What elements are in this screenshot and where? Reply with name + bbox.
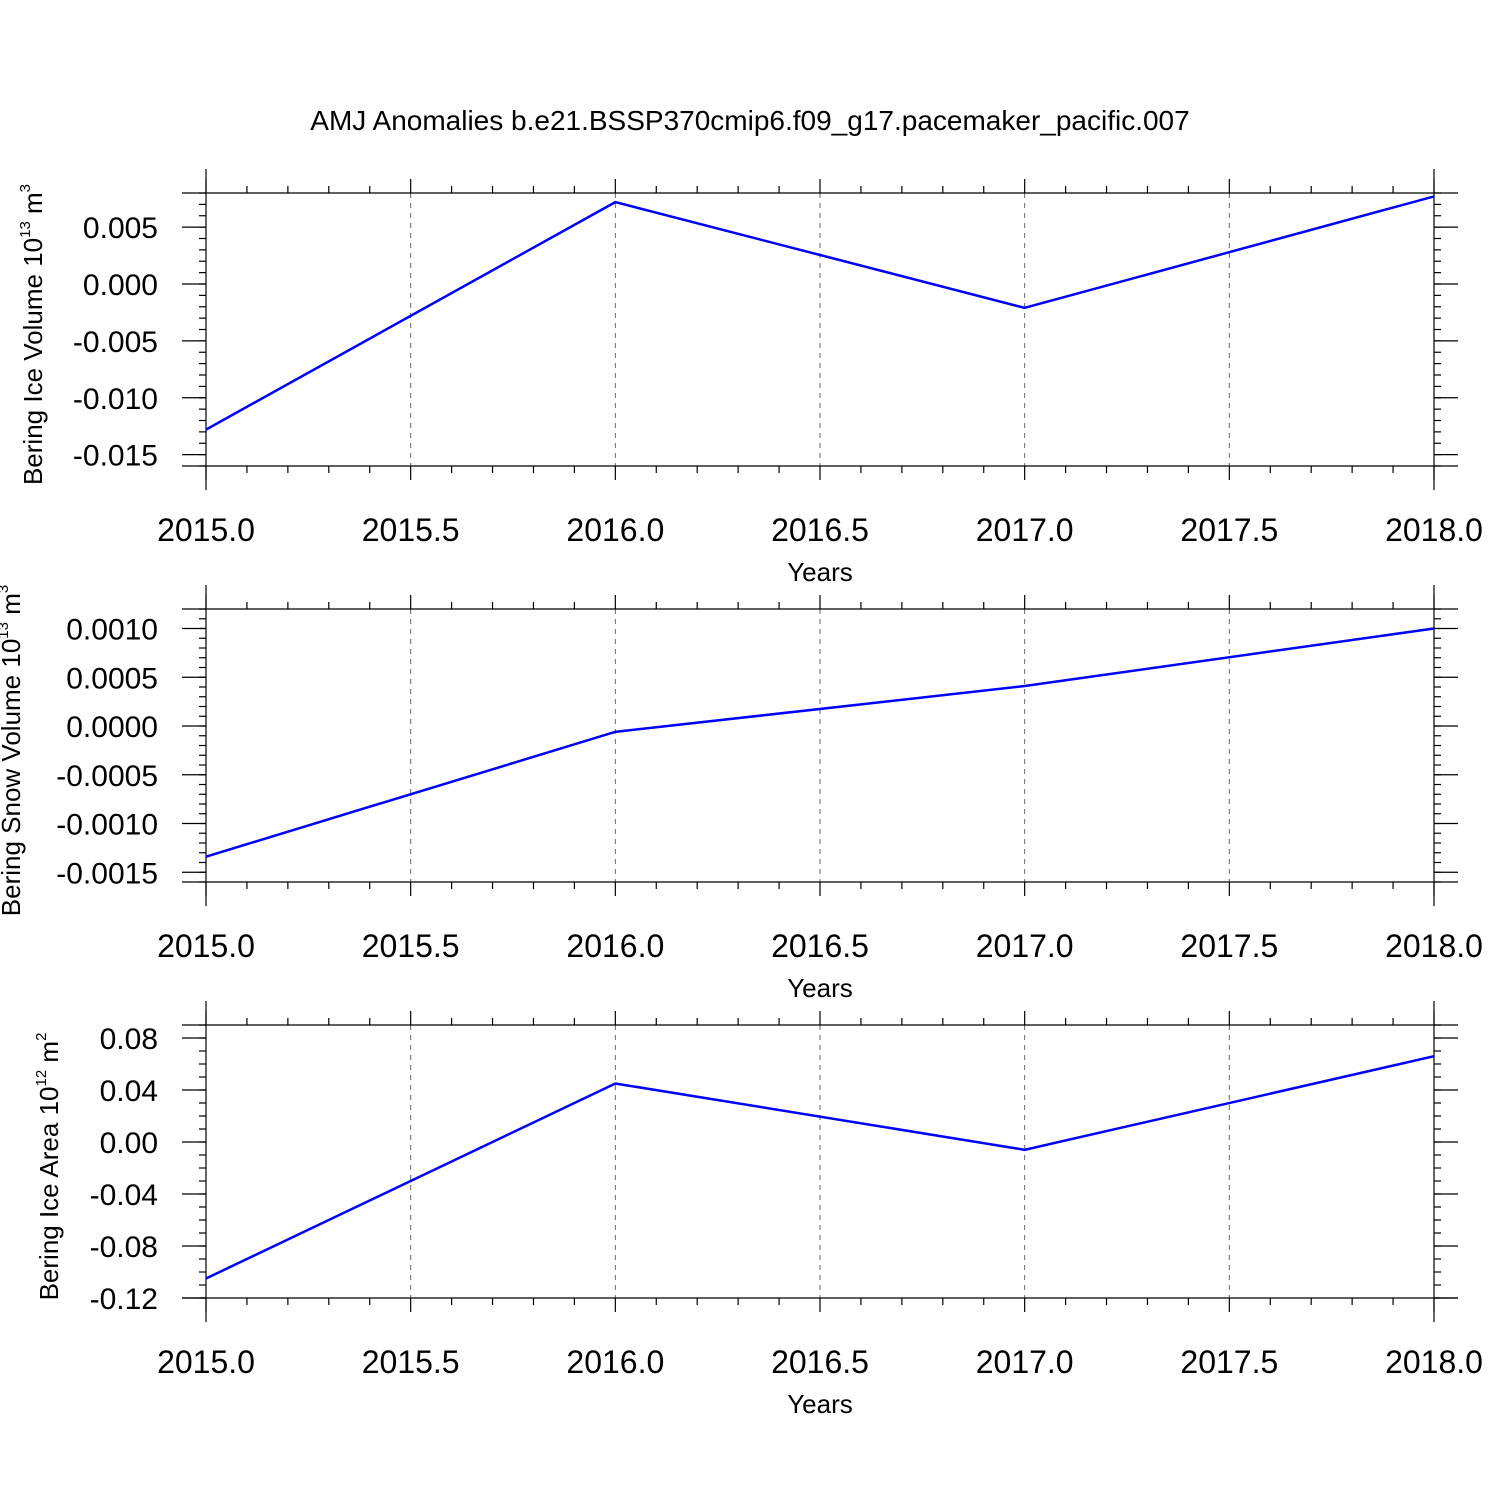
y-axis-label-unit: m: [34, 1041, 64, 1070]
x-tick-label: 2015.0: [157, 512, 255, 548]
x-tick-label: 2016.5: [771, 928, 869, 964]
x-axis-label: Years: [787, 1389, 853, 1419]
x-tick-label: 2017.0: [976, 512, 1074, 548]
y-axis-label-exponent: 13: [17, 221, 34, 238]
series-line: [205, 195, 1435, 431]
y-axis-label-unit: m: [0, 593, 26, 622]
x-tick-label: 2018.0: [1385, 928, 1483, 964]
x-tick-label: 2017.5: [1180, 928, 1278, 964]
y-tick-label: 0.005: [83, 212, 158, 245]
y-axis-label-exponent: 13: [0, 622, 12, 639]
y-axis-label-text: Bering Ice Area 10: [34, 1087, 64, 1301]
x-tick-label: 2015.5: [362, 1344, 460, 1380]
x-tick-label: 2016.5: [771, 1344, 869, 1380]
x-tick-label: 2015.0: [157, 1344, 255, 1380]
series-line: [205, 627, 1435, 858]
y-axis-label-unit-exponent: 2: [33, 1033, 50, 1041]
x-tick-label: 2016.0: [566, 1344, 664, 1380]
x-tick-label: 2017.5: [1180, 1344, 1278, 1380]
figure-title: AMJ Anomalies b.e21.BSSP370cmip6.f09_g17…: [310, 105, 1189, 136]
y-tick-label: -0.015: [73, 440, 158, 473]
y-axis-label-exponent: 12: [33, 1070, 50, 1087]
y-tick-label: -0.005: [73, 326, 158, 359]
x-tick-label: 2015.0: [157, 928, 255, 964]
chart-panel-1: -0.015 -0.010 -0.005 0.000 0.005 2015.0 2015.5…: [17, 169, 1483, 587]
x-tick-label: 2015.5: [362, 512, 460, 548]
x-axis-label: Years: [787, 557, 853, 587]
y-tick-label: -0.0010: [56, 809, 158, 842]
y-axis-label: Bering Ice Area 1012 m2: [33, 1033, 64, 1301]
y-tick-label: -0.12: [90, 1283, 158, 1316]
x-tick-label: 2017.5: [1180, 512, 1278, 548]
x-tick-label: 2016.0: [566, 928, 664, 964]
x-tick-label: 2015.5: [362, 928, 460, 964]
x-tick-label: 2016.5: [771, 512, 869, 548]
y-axis-label-text: Bering Snow Volume 10: [0, 639, 26, 917]
panels: -0.015 -0.010 -0.005 0.000 0.005 2015.0 2015.5…: [0, 169, 1483, 1419]
y-tick-label: -0.010: [73, 383, 158, 416]
y-axis-label-unit-exponent: 3: [0, 585, 12, 593]
series-line: [205, 1054, 1435, 1280]
y-tick-label: -0.0005: [56, 760, 158, 793]
x-tick-label: 2017.0: [976, 1344, 1074, 1380]
y-tick-label: 0.0000: [66, 711, 158, 744]
y-tick-label: -0.04: [90, 1179, 158, 1212]
y-tick-label: 0.00: [100, 1127, 158, 1160]
y-tick-label: 0.000: [83, 269, 158, 302]
x-tick-label: 2016.0: [566, 512, 664, 548]
y-tick-label: -0.0015: [56, 857, 158, 890]
y-axis-label: Bering Ice Volume 1013 m3: [17, 184, 48, 485]
x-tick-label: 2018.0: [1385, 1344, 1483, 1380]
y-tick-label: 0.04: [100, 1075, 158, 1108]
y-axis-label-text: Bering Ice Volume 10: [18, 238, 48, 485]
y-axis-label-unit: m: [18, 192, 48, 221]
y-axis-label-unit-exponent: 3: [17, 184, 34, 192]
chart-panel-3: -0.12 -0.08 -0.04 0.00 0.04 0.08 2015.0 2015.5 2…: [33, 1001, 1483, 1419]
chart-panel-2: -0.0015 -0.0010 -0.0005 0.0000 0.0005 0.0010 2…: [0, 585, 1483, 1003]
y-tick-label: 0.08: [100, 1023, 158, 1056]
y-tick-label: 0.0005: [66, 662, 158, 695]
x-axis-label: Years: [787, 973, 853, 1003]
x-tick-label: 2017.0: [976, 928, 1074, 964]
y-axis-label: Bering Snow Volume 1013 m3: [0, 585, 26, 916]
y-tick-label: 0.0010: [66, 614, 158, 647]
y-tick-label: -0.08: [90, 1231, 158, 1264]
x-tick-label: 2018.0: [1385, 512, 1483, 548]
